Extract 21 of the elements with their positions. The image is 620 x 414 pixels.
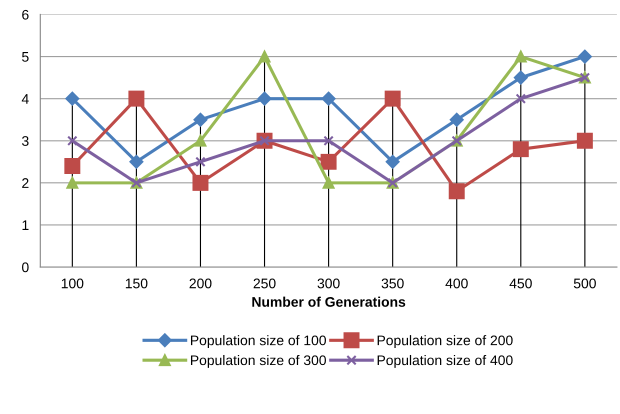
y-tick-label: 2 <box>22 178 28 188</box>
legend-label: Population size of 400 <box>378 354 513 368</box>
y-tick-label: 0 <box>22 262 29 272</box>
y-tick-label: 6 <box>22 10 29 20</box>
x-tick-label: 350 <box>382 278 404 288</box>
legend-label: Population size of 300 <box>190 354 326 368</box>
legend-label: Population size of 100 <box>190 335 326 348</box>
x-tick-label: 500 <box>574 278 596 288</box>
y-tick-label: 1 <box>22 220 29 230</box>
x-tick-label: 200 <box>190 278 212 288</box>
x-tick-label: 250 <box>254 278 276 288</box>
legend-label: Population size of 200 <box>378 335 513 348</box>
y-tick-label: 3 <box>22 136 29 146</box>
x-tick-label: 400 <box>445 278 468 288</box>
x-tick-label: 450 <box>510 278 532 288</box>
y-tick-label: 4 <box>22 94 29 104</box>
x-axis-title: Number of Generations <box>252 296 406 307</box>
x-tick-label: 100 <box>62 278 84 288</box>
y-tick-label: 5 <box>22 52 29 62</box>
x-tick-label: 300 <box>318 278 340 288</box>
x-tick-label: 150 <box>126 278 148 288</box>
